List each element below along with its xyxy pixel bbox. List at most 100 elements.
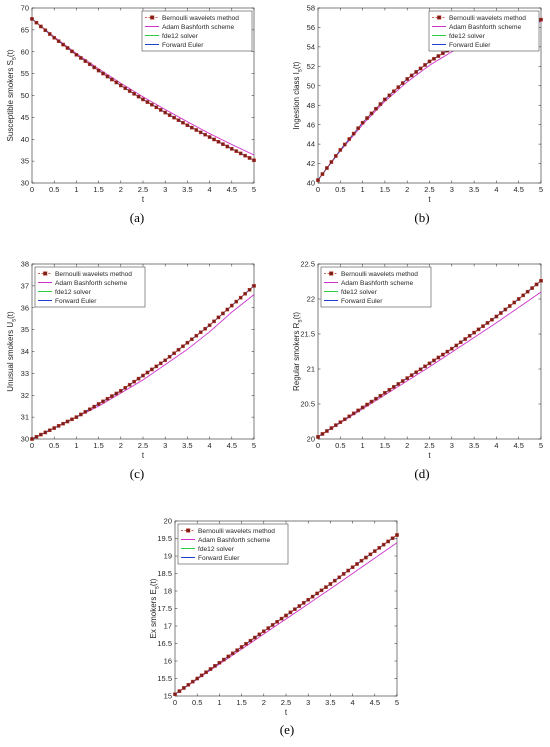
x-tick-label: 0 [173, 698, 177, 707]
data-point [230, 651, 235, 656]
data-point [342, 142, 347, 147]
data-point [365, 116, 369, 120]
data-point [360, 405, 365, 410]
x-tick-label: 1 [217, 698, 221, 707]
x-tick-label: 4.5 [227, 441, 237, 450]
y-tick-label: 37 [21, 281, 29, 290]
legend-label: Forward Euler [162, 42, 204, 49]
data-point [342, 417, 347, 422]
y-tick-label: 34 [21, 347, 29, 356]
data-point [350, 565, 355, 569]
data-point [43, 430, 48, 435]
data-point [163, 110, 168, 115]
legend-box [428, 10, 540, 52]
data-point [324, 585, 328, 589]
x-tick-label: 2 [262, 698, 266, 707]
legend-box [177, 523, 289, 565]
x-tick-label: 3.5 [182, 185, 192, 194]
x-tick-label: 1.5 [380, 185, 390, 194]
data-point [52, 426, 56, 430]
data-point [182, 686, 186, 690]
data-point [30, 17, 34, 21]
y-tick-label: 17 [164, 622, 172, 631]
y-tick-label: 17.5 [157, 604, 172, 613]
y-tick-label: 20 [164, 517, 172, 526]
data-point [190, 337, 194, 342]
legend-label: Adam Bashforth scheme [162, 24, 235, 31]
data-point [92, 65, 96, 70]
data-point [338, 148, 343, 152]
y-tick-label: 54 [307, 42, 315, 51]
data-point [79, 412, 83, 417]
legend-label: Adam Bashforth scheme [55, 280, 128, 287]
data-point [316, 435, 320, 439]
data-point [47, 32, 52, 36]
data-point [390, 536, 395, 541]
x-tick-label: 1 [361, 185, 365, 194]
data-point [34, 20, 39, 25]
data-point [436, 355, 441, 360]
data-point [87, 407, 92, 412]
data-point [463, 337, 467, 341]
data-point [79, 56, 83, 60]
data-point [204, 670, 208, 674]
y-axis-label: Unusual smokers Us(t) [6, 311, 18, 392]
data-point [423, 63, 427, 67]
data-point [270, 623, 275, 627]
y-tick-label: 56 [307, 23, 315, 32]
data-point [395, 533, 399, 537]
data-point [381, 542, 386, 547]
y-tick-label: 70 [21, 4, 29, 13]
data-point [225, 144, 230, 149]
y-tick-label: 16 [164, 657, 172, 666]
panel-label: (b) [414, 210, 429, 225]
data-point [203, 326, 207, 331]
legend-marker [150, 15, 155, 20]
data-point [252, 158, 256, 163]
data-point [185, 123, 190, 128]
legend-marker [437, 15, 442, 20]
x-tick-label: 0.5 [49, 441, 59, 450]
data-point [288, 610, 293, 615]
x-tick-label: 3 [450, 441, 454, 450]
y-tick-label: 42 [307, 159, 315, 168]
y-tick-label: 46 [307, 120, 315, 129]
data-point [334, 154, 338, 158]
y-tick-label: 15.5 [157, 674, 172, 683]
data-point [392, 385, 396, 389]
data-point [39, 24, 43, 29]
data-point [458, 340, 463, 345]
legend-label: Adam Bashforth scheme [198, 537, 271, 544]
data-point [383, 97, 387, 102]
data-point [118, 83, 123, 88]
data-point [341, 572, 346, 576]
data-point [163, 358, 168, 363]
data-point [101, 71, 105, 76]
x-axis-label: t [285, 708, 288, 717]
data-point [476, 327, 481, 332]
data-point [368, 552, 373, 557]
data-point [132, 379, 136, 384]
data-point [499, 311, 503, 315]
legend-label: Bernoulli wavelets method [198, 528, 275, 535]
x-tick-label: 5 [252, 185, 256, 194]
data-point [338, 420, 343, 425]
data-point [136, 376, 141, 381]
data-point [47, 428, 52, 433]
data-point [387, 388, 392, 392]
legend-box [34, 266, 146, 308]
y-axis-label: Ex smokers Es(t) [149, 578, 161, 638]
x-tick-label: 2 [119, 185, 123, 194]
y-tick-label: 36 [21, 303, 29, 312]
y-tick-label: 33 [21, 369, 29, 378]
data-point [110, 394, 114, 398]
data-point [247, 156, 252, 160]
x-tick-label: 1 [74, 441, 78, 450]
x-tick-label: 0.5 [192, 698, 202, 707]
panel-label: (a) [130, 210, 144, 225]
data-point [530, 286, 534, 290]
data-point [512, 300, 517, 305]
data-point [374, 396, 378, 401]
y-tick-label: 44 [307, 140, 315, 149]
legend-box [141, 10, 253, 52]
